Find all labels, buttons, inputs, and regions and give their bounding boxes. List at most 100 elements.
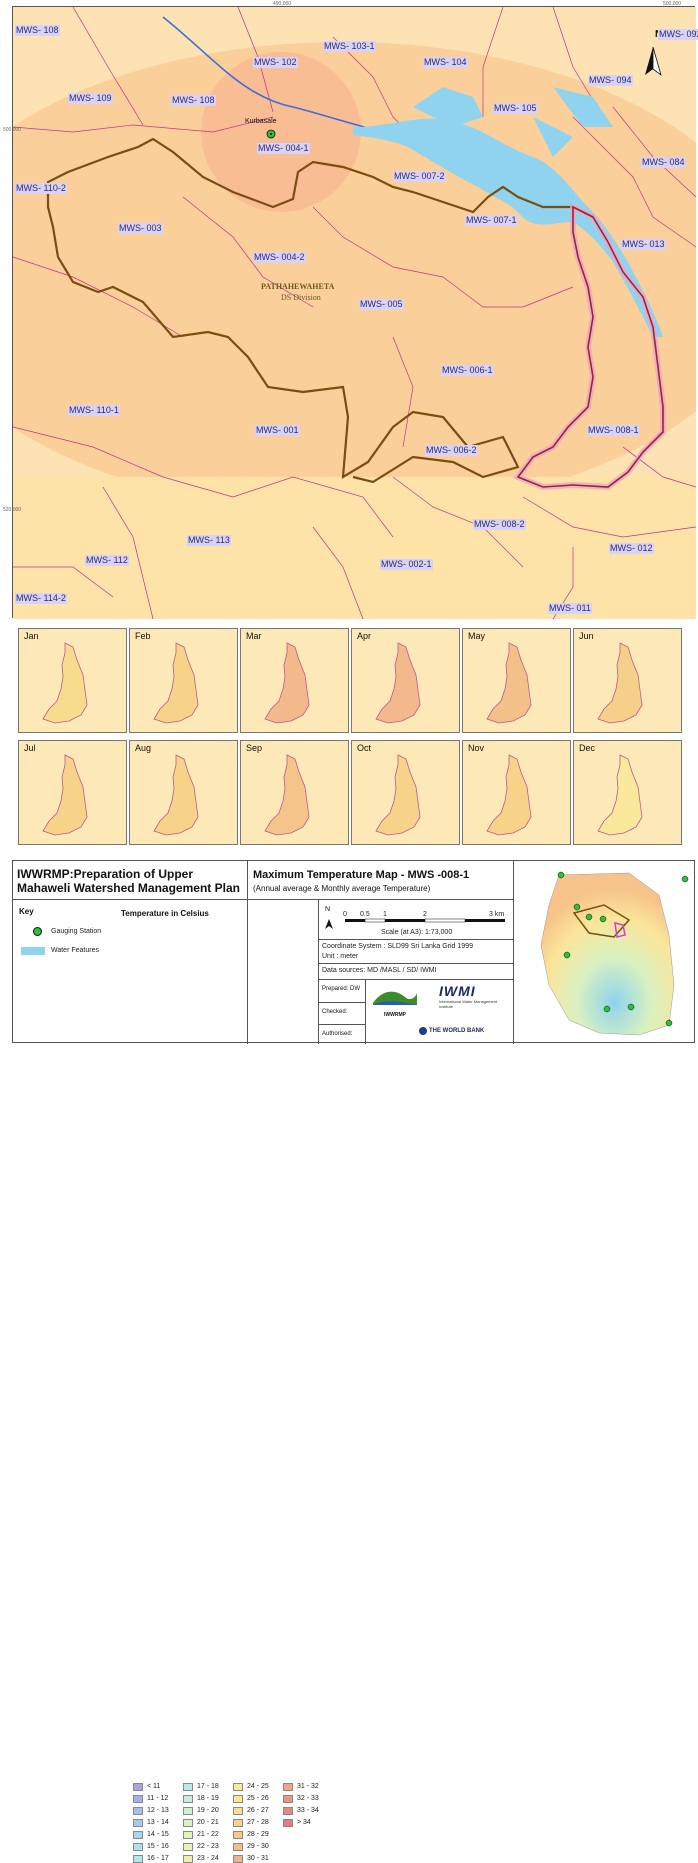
main-map-canvas — [13, 7, 696, 619]
signoff-line-1 — [318, 1002, 366, 1003]
iwwrmp-logo-mark — [373, 991, 417, 1005]
mws-label: MWS- 003 — [118, 223, 163, 234]
legend-swatch — [183, 1831, 193, 1839]
legend-swatch — [233, 1855, 243, 1863]
mws-label: MWS- 011 — [548, 603, 592, 614]
legend-swatch — [133, 1819, 143, 1827]
mws-label: MWS- 007-1 — [465, 215, 518, 226]
month-label: Jun — [579, 631, 594, 641]
map-title: Maximum Temperature Map - MWS -008-1 — [253, 869, 470, 881]
checked-label: Checked: — [322, 1009, 348, 1015]
month-watershed-shape — [264, 642, 310, 724]
legend-label: 30 - 31 — [247, 1855, 269, 1862]
legend-swatch — [183, 1807, 193, 1815]
worldbank-logo-text: THE WORLD BANK — [429, 1028, 485, 1034]
iwwrmp-logo-text: IWWRMP — [384, 1012, 406, 1018]
scale-bar — [325, 918, 505, 929]
temperature-zone-south — [13, 477, 696, 619]
scale-tick-1: 0.5 — [360, 911, 370, 918]
month-label: Nov — [468, 743, 485, 753]
legend-swatch — [183, 1855, 193, 1863]
legend-swatch — [233, 1783, 243, 1791]
north-arrow — [645, 46, 662, 77]
info-divider-3 — [318, 979, 513, 980]
mws-label: MWS- 008-1 — [587, 425, 640, 436]
mws-label: MWS- 092 — [658, 29, 698, 40]
month-watershed-shape — [42, 754, 88, 836]
mws-label: MWS- 012 — [609, 543, 654, 554]
legend-title: Temperature in Celsius — [121, 909, 209, 918]
iwmi-logo: IWMI International Water Management Inst… — [439, 983, 509, 1009]
month-watershed-fill — [597, 642, 643, 724]
month-map-jul: Jul — [18, 740, 127, 845]
key-gauging-label: Gauging Station — [51, 928, 102, 935]
mws-label: MWS- 110-1 — [68, 405, 120, 416]
division-subtitle: DS Division — [281, 293, 321, 302]
legend-swatch — [183, 1843, 193, 1851]
legend-swatch — [133, 1855, 143, 1863]
signoff-divider — [365, 979, 366, 1044]
legend-swatch — [283, 1807, 293, 1815]
legend-label: 29 - 30 — [247, 1843, 269, 1850]
mws-label: MWS- 109 — [68, 93, 113, 104]
month-watershed-fill — [42, 754, 88, 836]
prepared-label: Prepared: DW — [322, 986, 361, 992]
month-watershed-fill — [42, 642, 88, 724]
month-label: Dec — [579, 743, 596, 753]
division-boundary — [46, 137, 594, 484]
month-map-mar: Mar — [240, 628, 349, 733]
coord-top-1: 490,000 — [273, 1, 292, 7]
month-watershed-fill — [486, 754, 532, 836]
month-watershed-shape — [264, 754, 310, 836]
month-watershed-shape — [375, 642, 421, 724]
mws-label: MWS- 102 — [253, 57, 298, 68]
legend-swatch — [283, 1819, 293, 1827]
month-watershed-shape — [375, 754, 421, 836]
month-map-sep: Sep — [240, 740, 349, 845]
legend-label: 33 - 34 — [297, 1807, 319, 1814]
project-title-line2: Mahaweli Watershed Management Plan — [17, 881, 240, 895]
month-map-may: May — [462, 628, 571, 733]
legend-swatch — [133, 1807, 143, 1815]
key-water-label: Water Features — [51, 947, 99, 954]
month-watershed-shape — [597, 754, 643, 836]
scale-tick-2: 1 — [383, 911, 387, 918]
month-watershed-fill — [264, 754, 310, 836]
mws-label: MWS- 103-1 — [323, 41, 376, 52]
month-map-nov: Nov — [462, 740, 571, 845]
mws-label: MWS- 007-2 — [393, 171, 446, 182]
title-divider-h2 — [247, 899, 513, 900]
legend-swatch — [133, 1843, 143, 1851]
legend-label: 25 - 26 — [247, 1795, 269, 1802]
title-divider-h1 — [13, 899, 247, 900]
reservoir-arm — [413, 87, 613, 157]
month-watershed-fill — [153, 642, 199, 724]
mws-label: MWS- 105 — [493, 103, 538, 114]
location-inset-map — [540, 871, 689, 1036]
mws-label: MWS- 108 — [171, 95, 216, 106]
mws-label: MWS- 013 — [621, 239, 666, 250]
coord-left-2: 520,000 — [3, 507, 22, 513]
month-map-apr: Apr — [351, 628, 460, 733]
mws-label: MWS- 005 — [359, 299, 404, 310]
scale-tick-4: 3 km — [489, 911, 505, 918]
project-title: IWWRMP:Preparation of Upper Mahaweli Wat… — [17, 867, 245, 895]
iwmi-logo-subtitle: International Water Management Institute — [439, 999, 498, 1009]
month-label: Oct — [357, 743, 372, 753]
month-label: Sep — [246, 743, 263, 753]
month-map-oct: Oct — [351, 740, 460, 845]
mws-label: MWS- 004-2 — [253, 252, 306, 263]
month-map-feb: Feb — [129, 628, 238, 733]
legend-label: 17 - 18 — [197, 1783, 219, 1790]
mws-label: MWS- 004-1 — [257, 143, 310, 154]
mws-label: MWS- 084 — [641, 157, 686, 168]
info-divider-1 — [318, 939, 513, 940]
temperature-zone-hot — [201, 52, 361, 212]
month-label: Aug — [135, 743, 152, 753]
legend-label: 15 - 16 — [147, 1843, 169, 1850]
watershed-boundaries — [13, 7, 696, 619]
mws-label: MWS- 008-2 — [473, 519, 526, 530]
month-watershed-fill — [597, 754, 643, 836]
legend-swatch — [133, 1783, 143, 1791]
mws-label: MWS- 006-1 — [441, 365, 494, 376]
